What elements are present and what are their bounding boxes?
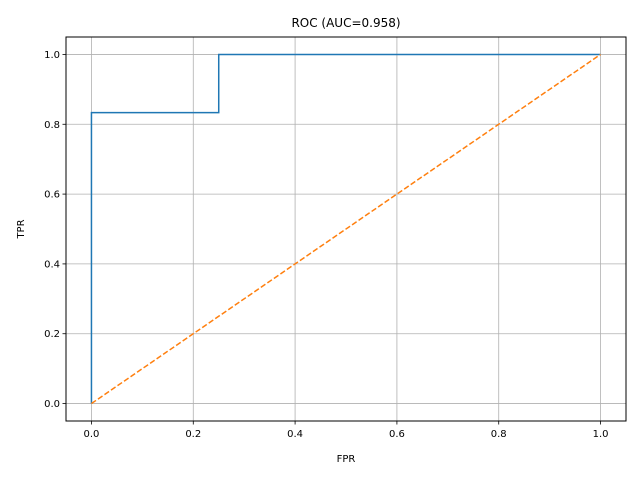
x-tick-label: 0.6 [389, 429, 405, 440]
series-layer [90, 53, 601, 405]
y-axis-label: TPR [16, 219, 27, 239]
chart-title: ROC (AUC=0.958) [291, 16, 400, 30]
chance-diagonal-line [91, 53, 601, 405]
x-tick-label: 0.8 [491, 429, 507, 440]
y-tick-label: 1.0 [44, 50, 60, 61]
x-tick-label: 1.0 [593, 429, 609, 440]
x-tick-label: 0.0 [84, 429, 100, 440]
roc-curve-line [90, 53, 601, 404]
x-tick-label: 0.4 [287, 429, 303, 440]
plot-frame [65, 36, 627, 422]
tick-layer: 0.0 0.2 0.4 0.6 0.8 1.0 0.0 0.2 0.4 0.6 0.8 1.0 [44, 50, 608, 440]
grid-layer [66, 37, 626, 421]
y-tick-label: 0.6 [44, 190, 60, 201]
x-axis-label: FPR [337, 454, 356, 465]
y-tick-label: 0.0 [44, 399, 60, 410]
y-tick-label: 0.2 [44, 329, 60, 340]
x-tick-label: 0.2 [185, 429, 201, 440]
y-tick-label: 0.8 [44, 120, 60, 131]
y-tick-label: 0.4 [44, 259, 60, 270]
